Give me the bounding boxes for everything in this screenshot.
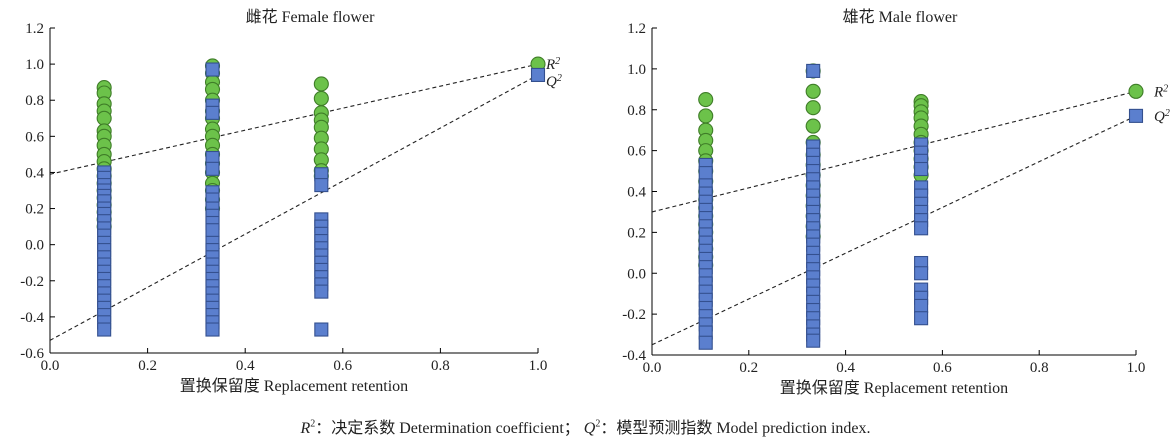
legend-q2-sup: 2 bbox=[557, 72, 562, 83]
r2-point bbox=[698, 91, 714, 108]
r2-point bbox=[1128, 83, 1144, 99]
q2-point bbox=[806, 63, 821, 78]
legend-r2-label: R2 bbox=[545, 56, 560, 74]
x-tick-label: 0.2 bbox=[739, 360, 758, 376]
y-tick-label: 1.2 bbox=[627, 21, 646, 37]
y-tick-label: 1.0 bbox=[25, 57, 44, 73]
y-tick-label: 0.4 bbox=[25, 165, 44, 181]
legend-q2-sup: 2 bbox=[1165, 107, 1170, 118]
q2-point bbox=[914, 266, 929, 281]
y-tick-label: 1.0 bbox=[627, 62, 646, 78]
q2-point bbox=[698, 166, 713, 181]
caption-r2-symbol: R bbox=[300, 420, 311, 437]
x-tick-label: 0.8 bbox=[1030, 360, 1049, 376]
r2-point bbox=[805, 118, 821, 134]
figure-caption: R2：决定系数 Determination coefficient； Q2：模型… bbox=[0, 414, 1171, 438]
caption-q2-text: ：模型预测指数 Model prediction index. bbox=[600, 420, 871, 437]
y-tick-label: 0.0 bbox=[25, 238, 44, 254]
legend-r2-label: R2 bbox=[1153, 83, 1168, 101]
q2-point bbox=[205, 62, 220, 77]
caption-r2-sup: 2 bbox=[310, 418, 316, 430]
x-axis-label: 置换保留度 Replacement retention bbox=[780, 379, 1008, 397]
y-tick-label: -0.4 bbox=[622, 348, 646, 364]
x-tick-label: 0.4 bbox=[236, 358, 255, 374]
q2-point bbox=[205, 322, 220, 337]
figure: 雌花 Female flower -0.6 -0.4 -0.2 0.0 0.2 0.4 0.6… bbox=[20, 8, 1170, 397]
x-tick-label: 0.4 bbox=[836, 360, 855, 376]
x-axis-label: 置换保留度 Replacement retention bbox=[180, 377, 408, 395]
x-tick-label: 1.0 bbox=[529, 358, 548, 374]
legend-q2-label: Q2 bbox=[546, 72, 562, 90]
chart-title: 雄花 Male flower bbox=[843, 8, 958, 26]
y-tick-label: -0.4 bbox=[20, 310, 44, 326]
y-tick-label: -0.2 bbox=[20, 274, 44, 290]
x-tick-label: 1.0 bbox=[1127, 360, 1146, 376]
x-tick-label: 0.8 bbox=[431, 358, 450, 374]
caption-r2-text: ：决定系数 Determination coefficient； bbox=[315, 420, 580, 437]
q2-point bbox=[314, 178, 329, 193]
x-tick-label: 0.0 bbox=[41, 358, 60, 374]
caption-q2-sup: 2 bbox=[595, 418, 601, 430]
q2-point bbox=[205, 105, 220, 120]
y-tick-label: 0.2 bbox=[25, 202, 44, 218]
y-tick-label: 0.4 bbox=[627, 185, 646, 201]
female-flower-panel: 雌花 Female flower -0.6 -0.4 -0.2 0.0 0.2 0.4 0.6… bbox=[20, 8, 562, 395]
x-tick-label: 0.2 bbox=[138, 358, 157, 374]
male-flower-panel: 雄花 Male flower -0.4 -0.2 0.0 0.2 0.4 0.6 0.8 1.0… bbox=[622, 8, 1170, 397]
caption-q2-symbol: Q bbox=[583, 420, 596, 437]
legend-r2-sup: 2 bbox=[1163, 83, 1168, 94]
legend-q2-label: Q2 bbox=[1154, 107, 1170, 125]
y-tick-label: 0.8 bbox=[25, 93, 44, 109]
y-tick-label: 0.0 bbox=[627, 266, 646, 282]
trendline-q2 bbox=[651, 115, 1137, 346]
y-tick-label: 0.2 bbox=[627, 225, 646, 241]
r2-point bbox=[313, 76, 329, 92]
y-tick-label: 0.8 bbox=[627, 103, 646, 119]
y-tick-label: 1.2 bbox=[25, 21, 44, 37]
q2-point bbox=[530, 67, 546, 82]
y-tick-label: 0.6 bbox=[25, 129, 44, 145]
y-tick-label: 0.6 bbox=[627, 144, 646, 160]
q2-point bbox=[914, 161, 929, 177]
r2-point bbox=[698, 108, 714, 124]
q2-point bbox=[205, 223, 220, 238]
r2-point bbox=[313, 90, 329, 106]
q2-point bbox=[1128, 108, 1144, 123]
trendline-q2 bbox=[49, 74, 539, 341]
chart-title: 雌花 Female flower bbox=[246, 8, 376, 26]
trendline-r2 bbox=[49, 63, 539, 175]
q2-point bbox=[97, 322, 112, 337]
trendline-r2 bbox=[651, 90, 1137, 213]
x-tick-label: 0.0 bbox=[643, 360, 662, 376]
r2-point bbox=[96, 110, 112, 126]
x-tick-label: 0.6 bbox=[333, 358, 352, 374]
y-tick-label: -0.2 bbox=[622, 307, 646, 323]
q2-point bbox=[914, 298, 929, 314]
q2-point bbox=[314, 322, 329, 337]
x-tick-label: 0.6 bbox=[933, 360, 952, 376]
q2-point bbox=[914, 311, 929, 326]
q2-point bbox=[914, 221, 929, 236]
q2-point bbox=[205, 161, 220, 176]
y-tick-label: -0.6 bbox=[20, 346, 44, 362]
legend-r2-sup: 2 bbox=[555, 56, 560, 67]
r2-point bbox=[805, 83, 821, 99]
q2-point bbox=[806, 333, 821, 348]
q2-point bbox=[314, 284, 329, 299]
r2-point bbox=[805, 100, 821, 116]
q2-point bbox=[698, 335, 713, 350]
